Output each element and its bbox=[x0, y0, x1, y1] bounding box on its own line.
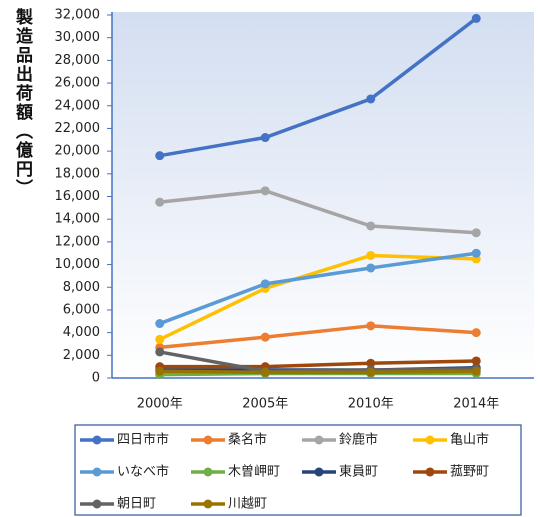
legend-label: 木曽岬町 bbox=[228, 465, 280, 480]
legend-marker bbox=[203, 435, 213, 445]
y-tick-label: 14,000 bbox=[55, 212, 101, 227]
data-point bbox=[260, 186, 270, 196]
y-tick-label: 12,000 bbox=[55, 234, 101, 249]
y-tick-label: 0 bbox=[92, 371, 100, 386]
y-tick-label: 2,000 bbox=[63, 348, 100, 363]
data-point bbox=[366, 94, 376, 104]
legend-label: 菰野町 bbox=[450, 465, 489, 480]
legend-label: いなべ市 bbox=[117, 464, 169, 480]
y-axis-title: 製造品出荷額（億円） bbox=[12, 8, 32, 198]
y-tick-label: 26,000 bbox=[55, 76, 101, 91]
series-line bbox=[159, 189, 477, 235]
data-point bbox=[155, 151, 165, 161]
x-tick-label: 2005年 bbox=[242, 397, 288, 412]
data-point bbox=[471, 328, 481, 338]
legend-label: 亀山市 bbox=[450, 432, 489, 448]
legend-marker bbox=[92, 467, 102, 477]
legend-label: 川越町 bbox=[228, 497, 267, 512]
y-tick-label: 20,000 bbox=[55, 144, 101, 159]
series-line bbox=[159, 324, 477, 350]
y-tick-label: 28,000 bbox=[55, 53, 101, 68]
y-tick-label: 6,000 bbox=[63, 302, 100, 317]
data-point bbox=[260, 367, 270, 377]
data-point bbox=[260, 332, 270, 342]
data-point bbox=[366, 321, 376, 331]
legend-marker bbox=[314, 435, 324, 445]
series-line bbox=[159, 17, 478, 158]
legend-label: 東員町 bbox=[339, 464, 378, 480]
series-line bbox=[159, 251, 477, 326]
plot-area bbox=[112, 12, 534, 378]
series-line bbox=[158, 253, 477, 342]
legend-marker bbox=[92, 435, 102, 445]
data-point bbox=[260, 133, 270, 143]
x-tick-label: 2010年 bbox=[348, 397, 394, 412]
legend-marker bbox=[203, 499, 213, 509]
y-tick-label: 16,000 bbox=[55, 189, 101, 204]
x-tick-label: 2000年 bbox=[137, 397, 183, 412]
data-point bbox=[155, 334, 165, 344]
data-point bbox=[471, 248, 481, 258]
legend-marker bbox=[314, 467, 324, 477]
data-point bbox=[366, 358, 376, 368]
data-point bbox=[471, 366, 481, 376]
legend-marker bbox=[203, 467, 213, 477]
y-tick-label: 24,000 bbox=[55, 98, 101, 113]
data-point bbox=[471, 228, 481, 238]
y-tick-label: 4,000 bbox=[63, 325, 100, 340]
legend-label: 桑名市 bbox=[228, 432, 267, 448]
data-point bbox=[366, 367, 376, 377]
legend-label: 四日市市 bbox=[117, 432, 169, 448]
legend-marker bbox=[425, 435, 435, 445]
y-tick-label: 18,000 bbox=[55, 166, 101, 181]
legend-label: 朝日町 bbox=[117, 497, 156, 512]
legend-marker bbox=[425, 467, 435, 477]
y-tick-label: 32,000 bbox=[55, 8, 101, 23]
legend-marker bbox=[92, 499, 102, 509]
data-point bbox=[155, 197, 165, 207]
series-line bbox=[159, 359, 477, 369]
y-tick-label: 22,000 bbox=[55, 121, 101, 136]
y-tick-label: 8,000 bbox=[63, 280, 100, 295]
x-tick-label: 2014年 bbox=[453, 397, 499, 412]
y-tick-label: 30,000 bbox=[55, 30, 101, 45]
data-point bbox=[366, 250, 376, 260]
data-point bbox=[471, 356, 481, 366]
data-point bbox=[471, 13, 481, 23]
data-point bbox=[366, 221, 376, 231]
data-point bbox=[155, 366, 165, 376]
data-point bbox=[260, 279, 270, 289]
y-tick-label: 10,000 bbox=[55, 257, 101, 272]
data-point bbox=[155, 319, 165, 329]
series-line bbox=[159, 369, 477, 375]
legend-label: 鈴鹿市 bbox=[339, 432, 378, 448]
data-point bbox=[366, 263, 376, 273]
data-point bbox=[155, 347, 165, 357]
